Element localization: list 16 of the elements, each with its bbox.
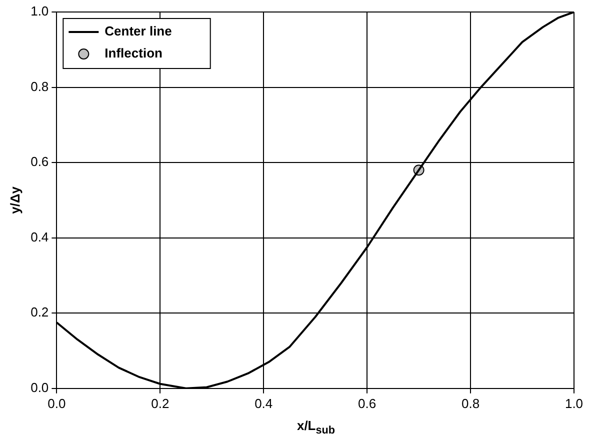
y-tick-label: 0.4 (30, 229, 49, 244)
y-tick-label: 1.0 (30, 4, 49, 19)
x-tick-label: 1.0 (564, 396, 584, 411)
x-axis-title: x/L$_{sub}$ (296, 418, 336, 437)
y-tick-label: 0.8 (30, 78, 49, 94)
x-tick-label: 0.6 (358, 396, 376, 411)
legend-label: Center line (104, 24, 172, 39)
y-axis-title: y/Δy (7, 186, 22, 214)
x-tick-label: 0.2 (151, 396, 170, 411)
legend-label: Inflection (104, 46, 163, 61)
y-tick-label: 0.0 (30, 380, 49, 395)
x-tick-label: 0.4 (254, 396, 273, 411)
x-tick-label: 0.8 (461, 396, 480, 411)
x-tick-label: 0.0 (48, 396, 66, 411)
y-tick-label: 0.6 (30, 154, 49, 170)
y-tick-label: 0.2 (30, 304, 49, 320)
